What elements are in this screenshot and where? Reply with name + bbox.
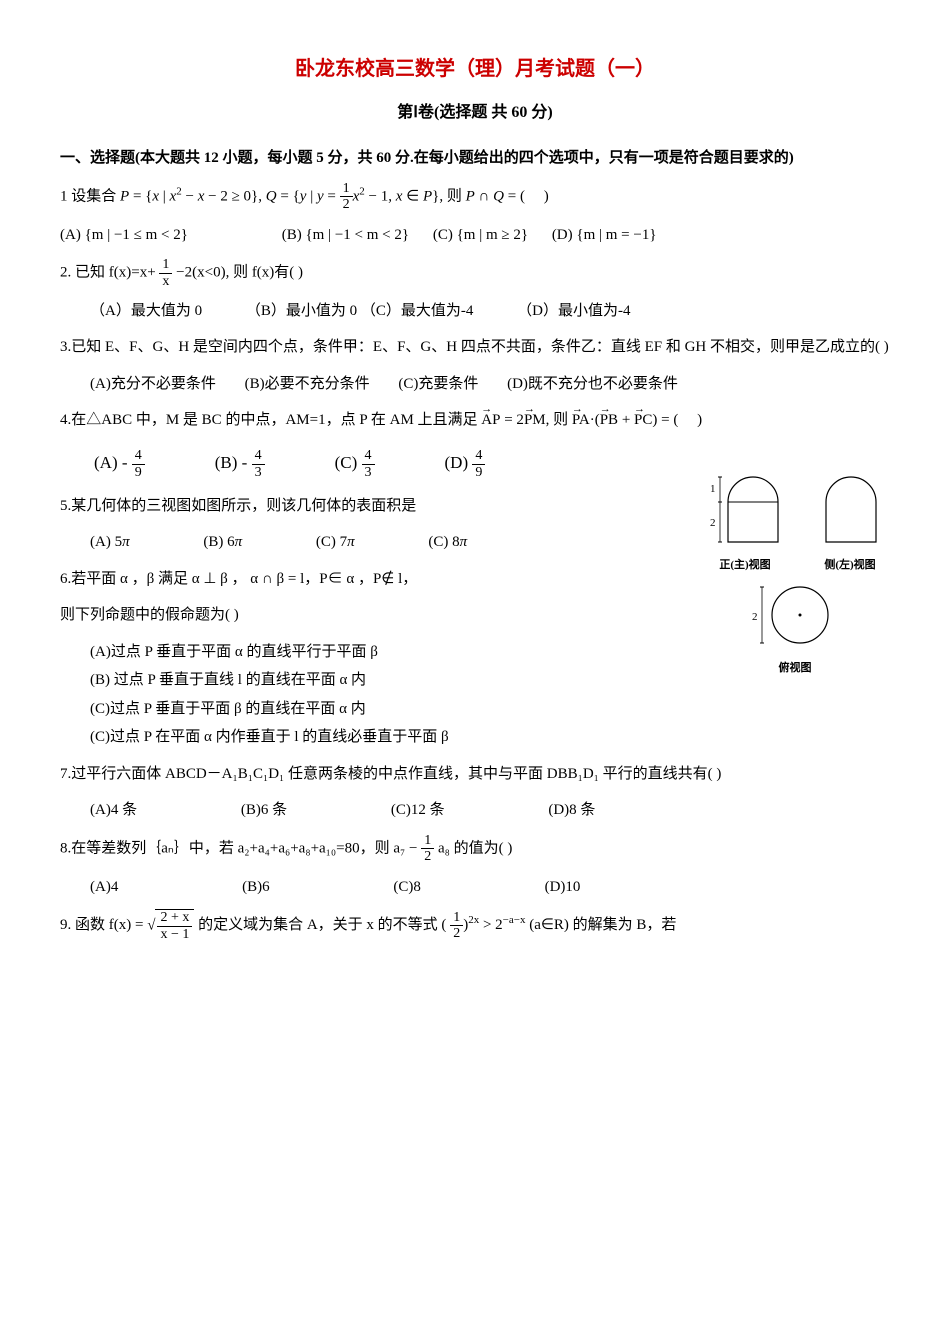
- section-heading: 一、选择题(本大题共 12 小题，每小题 5 分，共 60 分.在每小题给出的四…: [60, 144, 890, 173]
- question-8: 8.在等差数列｛aₙ｝中，若 a₂+a₄+a₆+a₈+a₁₀=80，则 a₇ −…: [60, 833, 890, 865]
- q2-opt-a: （A）最大值为 0: [90, 297, 202, 326]
- q4-opt-d: (D) 49: [445, 447, 486, 480]
- question-7: 7.过平行六面体 ABCD－A₁B₁C₁D₁ 任意两条棱的中点作直线，其中与平面…: [60, 760, 890, 789]
- question-3: 3.已知 E、F、G、H 是空间内四个点，条件甲：E、F、G、H 四点不共面，条…: [60, 333, 890, 362]
- q4-opt-b: (B) - 43: [215, 447, 265, 480]
- q1-opt-b: (B) {m | −1 < m < 2}: [282, 221, 409, 250]
- q5-opt-a: (A) 5π: [90, 528, 130, 557]
- q3-opt-a: (A)充分不必要条件: [90, 370, 216, 399]
- q8-opt-c: (C)8: [393, 873, 421, 902]
- q4-opt-a: (A) - 49: [94, 447, 145, 480]
- q1-fraction: 1 2: [340, 181, 353, 213]
- q6-opt-c: (C)过点 P 垂直于平面 β 的直线在平面 α 内: [60, 695, 890, 724]
- q3-opt-b: (B)必要不充分条件: [245, 370, 370, 399]
- q8-fraction: 1 2: [421, 833, 434, 865]
- q1-opt-c: (C) {m | m ≥ 2}: [433, 221, 528, 250]
- q1-opt-a: (A) {m | −1 ≤ m < 2}: [60, 221, 188, 250]
- q2-stem-prefix: 2. 已知 f(x)=x+: [60, 265, 156, 281]
- q5-stem: 5.某几何体的三视图如图所示，则该几何体的表面积是: [60, 498, 416, 514]
- q8-stem-prefix: 8.在等差数列｛aₙ｝中，若 a₂+a₄+a₆+a₈+a₁₀=80，则 a₇ −: [60, 840, 421, 856]
- question-6-line1: 6.若平面 α ，β 满足 α ⊥ β ， α ∩ β = l，P∈ α ，P∉…: [60, 565, 890, 594]
- q7-opt-b: (B)6 条: [241, 796, 287, 825]
- question-6-line2: 则下列命题中的假命题为( ): [60, 601, 890, 630]
- dim-1: 1: [710, 483, 716, 495]
- q2-opt-b: （B）最小值为 0: [246, 297, 357, 326]
- page-title: 卧龙东校高三数学（理）月考试题（一）: [60, 50, 890, 88]
- q8-stem-suffix: a₈ 的值为( ): [438, 840, 512, 856]
- q2-fraction: 1 x: [159, 257, 172, 289]
- q1-opt-d: (D) {m | m = −1}: [552, 221, 657, 250]
- q8-opt-a: (A)4: [90, 873, 118, 902]
- sqrt-icon: √ 2 + x x − 1: [147, 909, 194, 942]
- q7-options: (A)4 条 (B)6 条 (C)12 条 (D)8 条: [60, 796, 890, 825]
- q4-mid: 则: [553, 412, 568, 428]
- q5-opt-d: (C) 8π: [428, 528, 467, 557]
- question-2: 2. 已知 f(x)=x+ 1 x −2(x<0), 则 f(x)有( ): [60, 257, 890, 289]
- q1-set-p: P: [120, 188, 129, 204]
- q3-opt-c: (C)充要条件: [398, 370, 478, 399]
- q5-opt-b: (B) 6π: [203, 528, 242, 557]
- q7-opt-d: (D)8 条: [548, 796, 595, 825]
- q8-opt-b: (B)6: [242, 873, 270, 902]
- q8-options: (A)4 (B)6 (C)8 (D)10: [60, 873, 890, 902]
- front-view: 1 2 正(主)视图: [708, 472, 783, 576]
- q2-opt-c: （C）最大值为-4: [361, 297, 474, 326]
- question-4: 4.在△ABC 中，M 是 BC 的中点，AM=1，点 P 在 AM 上且满足 …: [60, 406, 890, 435]
- q9-stem-prefix: 9. 函数 f(x) =: [60, 917, 147, 933]
- q1-options: (A) {m | −1 ≤ m < 2} (B) {m | −1 < m < 2…: [60, 221, 890, 250]
- dim-2: 2: [710, 517, 716, 529]
- page-subtitle: 第Ⅰ卷(选择题 共 60 分): [60, 98, 890, 128]
- q8-opt-d: (D)10: [545, 873, 581, 902]
- q9-stem-mid: 的定义域为集合 A，关于 x 的不等式 (: [198, 917, 446, 933]
- side-view: 侧(左)视图: [818, 472, 883, 576]
- q4-stem-prefix: 4.在△ABC 中，M 是 BC 的中点，AM=1，点 P 在 AM 上且满足: [60, 412, 481, 428]
- q9-fraction: 1 2: [450, 910, 463, 942]
- q9-stem-suffix: (a∈R) 的解集为 B，若: [529, 917, 676, 933]
- q2-opt-d: （D）最小值为-4: [517, 297, 630, 326]
- q4-opt-c: (C) 43: [335, 447, 375, 480]
- question-9: 9. 函数 f(x) = √ 2 + x x − 1 的定义域为集合 A，关于 …: [60, 909, 890, 942]
- question-1: 1 设集合 P = {x | x2 − x − 2 ≥ 0}, Q = {y |…: [60, 181, 890, 213]
- q7-opt-c: (C)12 条: [391, 796, 445, 825]
- q5-opt-c: (C) 7π: [316, 528, 355, 557]
- q7-opt-a: (A)4 条: [90, 796, 137, 825]
- q1-stem-prefix: 1 设集合: [60, 188, 116, 204]
- q3-options: (A)充分不必要条件 (B)必要不充分条件 (C)充要条件 (D)既不充分也不必…: [60, 370, 890, 399]
- q2-options: （A）最大值为 0 （B）最小值为 0 （C）最大值为-4 （D）最小值为-4: [60, 297, 890, 326]
- q2-stem-suffix: −2(x<0), 则 f(x)有( ): [176, 265, 303, 281]
- q3-opt-d: (D)既不充分也不必要条件: [507, 370, 678, 399]
- question-5: 5.某几何体的三视图如图所示，则该几何体的表面积是 1 2 正(主)视图: [60, 492, 890, 521]
- q6-opt-d: (C)过点 P 在平面 α 内作垂直于 l 的直线必垂直于平面 β: [60, 723, 890, 752]
